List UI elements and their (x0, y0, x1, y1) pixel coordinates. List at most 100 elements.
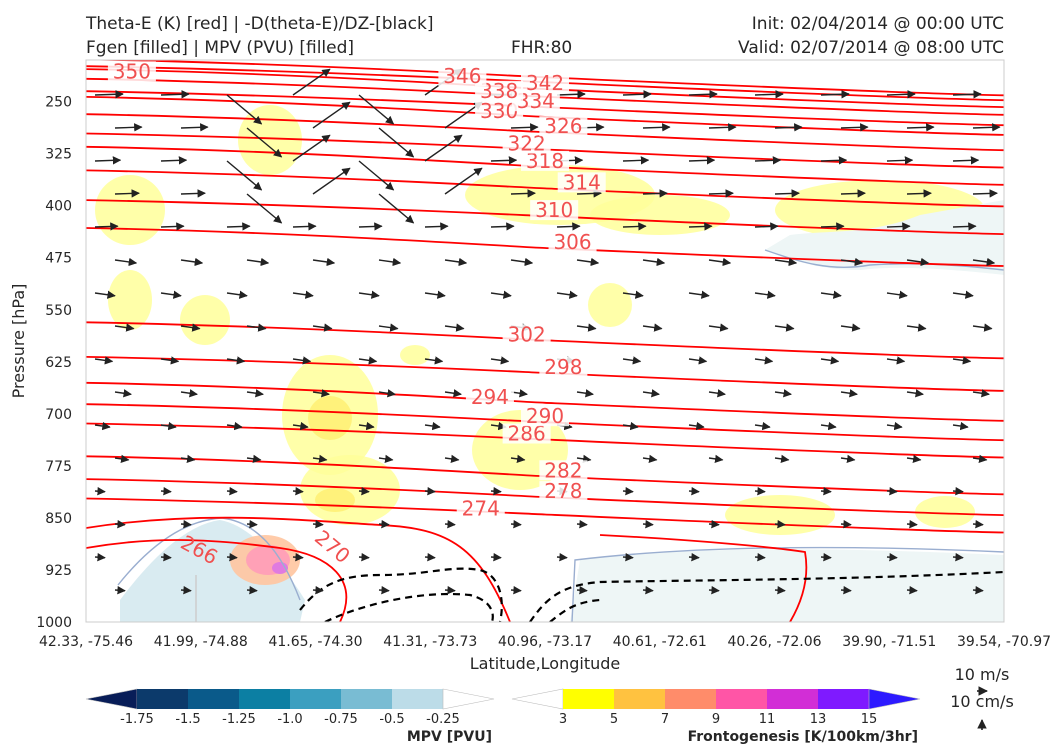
wind-vector (576, 454, 592, 464)
x-tick-label: 40.61, -72.61 (613, 634, 707, 650)
wind-vector (510, 257, 534, 267)
colorbar-swatch (290, 689, 342, 709)
theta-e-contour (599, 534, 808, 622)
wind-vector (312, 101, 351, 129)
colorbar-tick: -1.75 (120, 712, 154, 727)
contour-label-bg (475, 80, 524, 101)
wind-vector (754, 486, 766, 496)
wind-vector (490, 290, 512, 299)
colorbar-swatch (442, 688, 495, 710)
init-time: Init: 02/04/2014 @ 00:00 UTC (751, 14, 1004, 34)
wind-vector (886, 421, 903, 431)
wind-vector (510, 189, 536, 198)
wind-vector (754, 421, 771, 431)
wind-vector (378, 257, 402, 267)
wind-vector (576, 323, 597, 332)
colorbar-swatch (239, 689, 291, 709)
wind-vector (292, 68, 331, 96)
wind-vector (424, 421, 441, 431)
colorbar-tick: 11 (759, 712, 776, 727)
wind-vector (94, 552, 106, 562)
wind-vector (444, 323, 465, 332)
dtheta-dz-contour (529, 570, 1004, 622)
forecast-hour: FHR:80 (511, 38, 573, 58)
wind-vector (952, 486, 964, 496)
wind-vector (774, 257, 798, 267)
wind-vector (424, 290, 446, 299)
wind-vector (160, 156, 188, 165)
y-tick-label: 550 (45, 303, 72, 319)
wind-vector (510, 454, 526, 464)
wind-vector (708, 323, 729, 332)
colorbar-swatch (868, 688, 921, 710)
wind-vector (160, 222, 185, 231)
wind-vector (378, 127, 415, 158)
colorbar-tick: -0.75 (324, 712, 358, 727)
wind-vector (840, 323, 861, 332)
wind-vector (708, 189, 734, 198)
wind-vector (708, 519, 720, 529)
wind-vector (642, 585, 654, 595)
wind-vector (576, 585, 588, 595)
wind-vector (820, 356, 840, 365)
wind-vector (556, 290, 578, 299)
wind-vector (358, 160, 395, 191)
wind-vector (510, 123, 539, 132)
wind-vector (378, 193, 415, 224)
wind-vector (246, 454, 262, 464)
wind-vector (754, 552, 766, 562)
wind-vector (312, 585, 324, 595)
wind-vector (952, 552, 964, 562)
wind-vector (424, 486, 436, 496)
wind-vector (622, 421, 639, 431)
wind-vector (114, 123, 143, 132)
wind-vector (906, 323, 927, 332)
y-tick-label: 925 (45, 563, 72, 579)
contour-label: 350 (113, 59, 151, 83)
wind-vector (226, 421, 243, 431)
wind-vector (774, 389, 792, 398)
wind-vector (246, 257, 270, 267)
wind-vector (708, 585, 720, 595)
wind-vector (226, 160, 263, 191)
wind-vector (952, 356, 972, 365)
wind-vector (906, 257, 930, 267)
wind-vector (820, 486, 832, 496)
x-tick-label: 42.33, -75.46 (39, 634, 133, 650)
contour-label-bg (502, 423, 551, 444)
mpv-colorbar: -1.75 -1.5 -1.25 -1.0 -0.75 -0.5 -0.25 (85, 688, 495, 727)
wind-vector (886, 486, 898, 496)
wind-vector (424, 356, 444, 365)
wind-vector (708, 454, 724, 464)
wind-vector (114, 519, 126, 529)
wind-vector (622, 90, 652, 99)
wind-vector (312, 454, 328, 464)
wind-vector (114, 389, 132, 398)
wind-vector (160, 421, 177, 431)
wind-vector (576, 389, 594, 398)
wind-vector (754, 222, 779, 231)
contour-label: 282 (544, 458, 582, 482)
wind-vector (886, 156, 914, 165)
contour-label-bg (502, 133, 551, 154)
x-tick-label: 41.99, -74.88 (154, 634, 248, 650)
valid-time: Valid: 02/07/2014 @ 08:00 UTC (738, 38, 1004, 58)
wind-vector (688, 421, 705, 431)
colorbar-swatch (716, 689, 768, 709)
wind-vector (952, 156, 980, 165)
wind-vector (820, 222, 845, 231)
wind-vector (642, 257, 666, 267)
wind-vector (840, 389, 858, 398)
colorbar-swatch (85, 688, 138, 710)
contour-label-bg (539, 460, 588, 481)
wind-vector (358, 486, 370, 496)
mpv-negative-region (765, 200, 1004, 275)
wind-vector (114, 585, 126, 595)
wind-vector (444, 519, 456, 529)
wind-vector (246, 585, 258, 595)
dtheta-dz-contour (299, 567, 503, 622)
wind-vector (358, 94, 395, 125)
wind-vector (424, 222, 449, 231)
wind-vector (840, 189, 866, 198)
